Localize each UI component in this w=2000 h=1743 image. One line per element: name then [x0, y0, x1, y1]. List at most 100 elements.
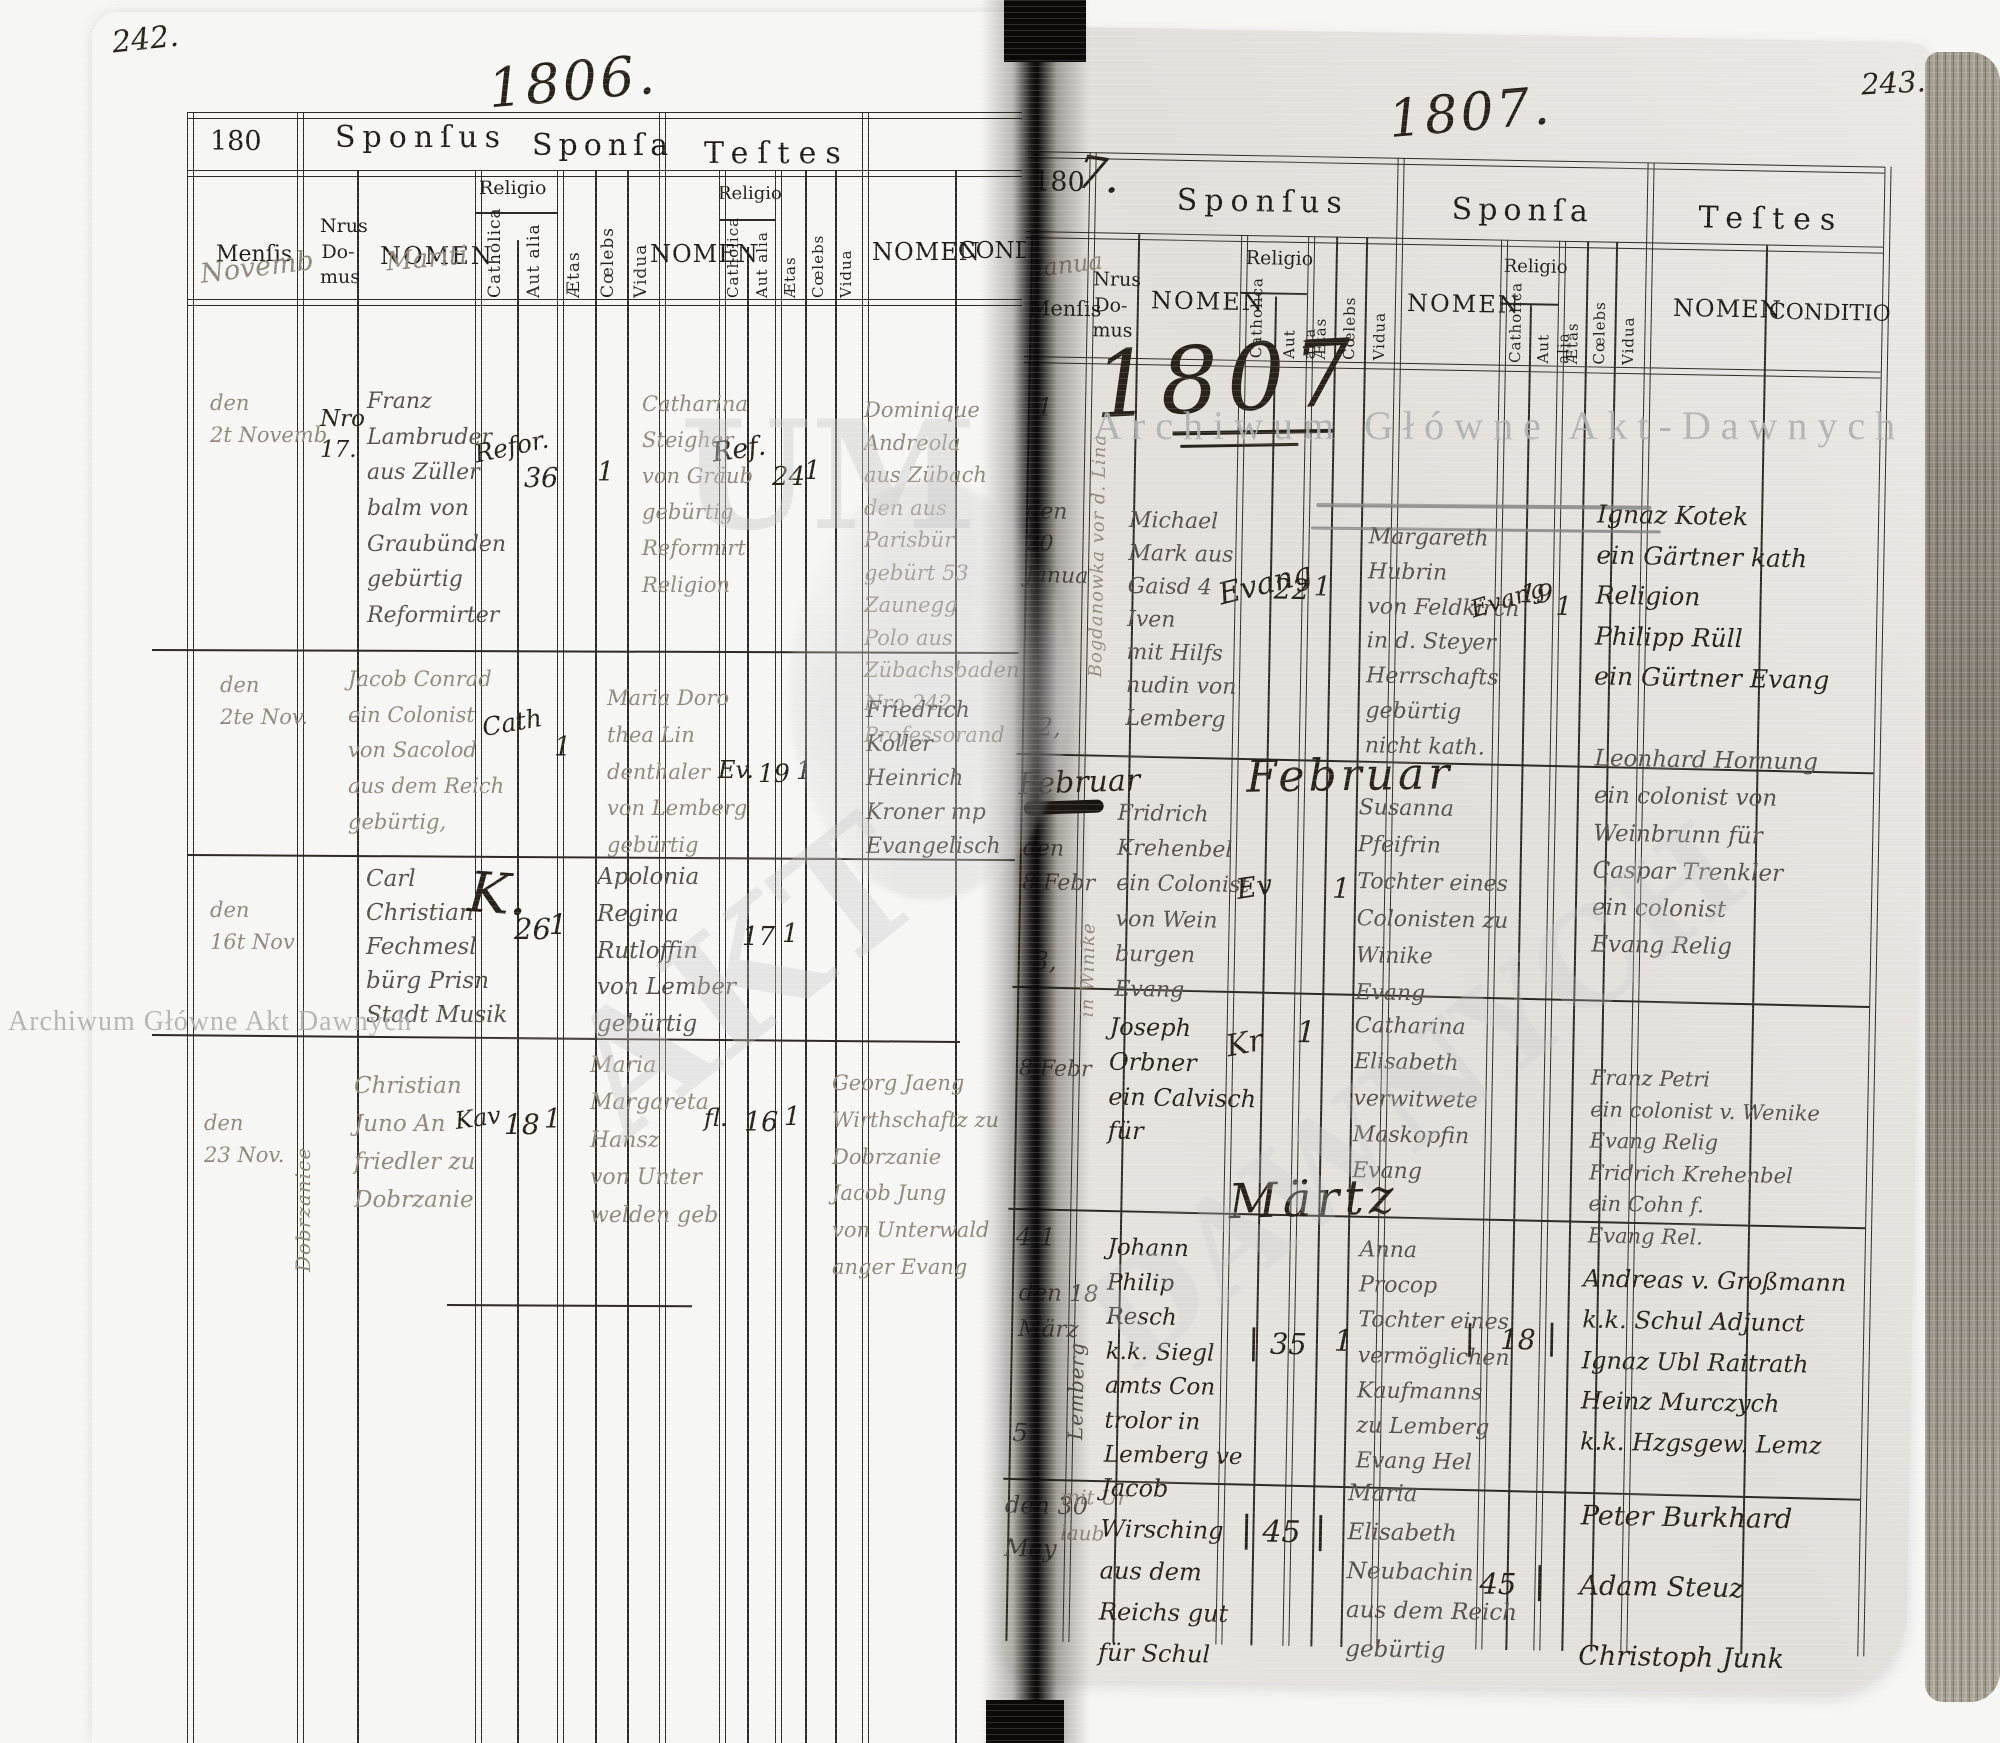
entry-sponsus-mark: 1 — [1333, 1323, 1354, 1360]
watermark-bottom-left: Archiwum Główne Akt Dawnych — [8, 1006, 413, 1037]
subheader-conditio-right: CONDITIO — [1768, 299, 1891, 327]
right-page-wrap: 243. 1807. 180 7. Sponſus Sponſa Teſtes … — [999, 26, 1942, 1742]
subheader-coelebs-sponsa-left: Cœlebs — [809, 234, 827, 298]
entry-sponsus-aetas: 36 — [524, 463, 559, 494]
rule-line-vertical — [627, 170, 629, 1743]
subheader-religio-sponsus-left: Religio — [479, 177, 547, 199]
entry-sponsus-cath-mark: | — [1247, 1322, 1260, 1363]
entry-sponsa-aetas: 16 — [744, 1107, 779, 1138]
entry-sponsa-mark: 1 — [784, 1102, 801, 1132]
rule-line-vertical — [517, 240, 519, 1743]
subheader-aut-alia-sponsus-left: Aut alia — [524, 223, 544, 298]
entry-sponsa-religio: Ev. — [718, 756, 754, 784]
entry-sponsus-aetas: 18 — [504, 1108, 540, 1141]
entry-mensis: den 2t Novemb — [210, 391, 328, 447]
rule-line-vertical — [775, 170, 782, 1743]
entry-sponsa-aetas: 17 — [742, 922, 776, 952]
corner-year-cell-left: 180 — [210, 126, 262, 157]
entry-testes: Ignaz Kotek ein Gärtner kath Religion Ph… — [1593, 499, 1830, 695]
entry-mensis: den 2te Nov. — [220, 673, 308, 729]
entry-testes: Peter Burkhard Adam Steuz Christoph Junk — [1577, 1500, 1793, 1676]
entry-sponsus-nomen: Carl Christian Fechmesl bürg Prisn Stadt… — [366, 866, 508, 1029]
entry-sponsus-mark: | — [1314, 1510, 1327, 1552]
book-binding-top — [1004, 0, 1086, 62]
entry-sponsa-mark: 1 — [804, 456, 821, 486]
entry-sponsus-mark: 1 — [597, 457, 615, 488]
entry-sponsus-mark: 1 — [549, 908, 567, 941]
entry-sponsus-nomen: Michael Mark aus Gaisd 4 Iven mit Hilfs … — [1125, 507, 1237, 733]
rule-line-vertical — [955, 170, 957, 1743]
entry-sponsus-religio: Kr — [1223, 1022, 1266, 1065]
subheader-nomen-testes-left: NOMEN — [872, 238, 981, 266]
rule-line-vertical — [357, 170, 359, 1743]
entry-sponsa-mark: 1 — [782, 919, 799, 949]
entry-sponsus-nomen: Jacob Wirsching aus dem Reichs gut für S… — [1097, 1473, 1229, 1669]
book-binding-shadow — [980, 0, 1090, 1743]
entry-sponsus-mark: 1 — [1296, 1015, 1317, 1051]
subheader-vidua-sponsa-right: Vidua — [1618, 316, 1638, 366]
entry-sponsa-aetas: 24 — [772, 462, 806, 492]
entry-sponsa-mark: | — [1533, 1560, 1547, 1602]
entry-sponsa-mark: | — [1545, 1317, 1558, 1358]
left-page: 242. 1806. 180 Sponſus Sponſa Teſtes Men… — [92, 12, 1033, 1743]
entry-sponsa-aetas: 18 — [1499, 1322, 1536, 1357]
entry-sponsus-mark: 1 — [1313, 571, 1332, 603]
subheader-religio-sponsa-right: Religio — [1503, 255, 1568, 278]
rule-line-vertical — [719, 170, 726, 1743]
col-header-sponsa-right: Sponſa — [1451, 191, 1595, 230]
entry-testes: Franz Petri ein colonist v. Wenike Evang… — [1587, 1065, 1821, 1250]
rule-line-vertical — [835, 170, 837, 1743]
subheader-aetas-sponsus-left: Ætas — [564, 251, 584, 298]
watermark-top-right: Archiwum Główne Akt-Dawnych — [1093, 403, 1906, 448]
entry-sponsus-cath-mark: | — [1240, 1509, 1253, 1551]
entry-sponsa-aetas: 45 — [1479, 1566, 1517, 1602]
entry-domus: Nro 17. — [320, 406, 365, 464]
eagle-emblem-watermark — [790, 480, 1070, 900]
rule-line-vertical — [862, 112, 869, 1743]
subheader-mensis-left: Menſis — [216, 242, 293, 267]
entry-sponsus-aetas: 45 — [1262, 1514, 1301, 1551]
entry-sponsa-nomen: Catharina Steigher von Gräub gebürtig Re… — [642, 392, 754, 597]
year-heading-right: 1807. — [1386, 76, 1555, 151]
book-binding-bottom — [986, 1700, 1064, 1743]
subheader-catholica-sponsa-right: Catholica — [1505, 281, 1526, 364]
subheader-aetas-sponsa-left: Ætas — [781, 256, 799, 298]
entry-sponsus-aetas: 22 — [1273, 572, 1310, 607]
entry-sponsus-aetas: 26 — [514, 912, 551, 946]
entry-sponsus-aetas: 35 — [1269, 1326, 1308, 1362]
entry-testes: Andreas v. Großmann k.k. Schul Adjunct I… — [1579, 1264, 1847, 1460]
entry-sponsa-nomen: Maria Doro thea Lin denthaler von Lember… — [607, 686, 748, 857]
col-header-sponsa-left: Sponſa — [532, 128, 675, 163]
subheader-religio-sponsus-right: Religio — [1245, 246, 1314, 271]
rule-line-horizontal — [187, 170, 1022, 177]
ghost-letters-um: UM — [680, 388, 977, 564]
entry-sponsus-nomen: Christian Juno An friedler zu Dobrzanie — [354, 1073, 476, 1213]
subheader-vidua-sponsus-right: Vidua — [1369, 311, 1389, 361]
rule-line-vertical — [659, 112, 666, 1743]
entry-sponsa-religio: fl. — [704, 1104, 728, 1132]
entry-sponsa-aetas: 19 — [1519, 579, 1554, 610]
col-header-sponsus-left: Sponſus — [335, 120, 507, 155]
entry-sponsus-religio: Kav — [453, 1100, 503, 1136]
entry-testes: Georg Jaeng Wirthschaftz zu Dobrzanie Ja… — [832, 1071, 999, 1279]
col-header-testes-left: Teſtes — [704, 136, 850, 171]
entry-mensis: den 16t Nov — [210, 898, 295, 954]
subheader-aetas-sponsa-right: Ætas — [1562, 322, 1582, 365]
rule-line-horizontal — [187, 112, 1022, 119]
rule-line-horizontal — [446, 1304, 692, 1307]
col-header-testes-right: Teſtes — [1698, 200, 1845, 238]
entry-testes: Friedrich Koller Heinrich Kroner mp Evan… — [866, 698, 1001, 860]
rule-line-vertical — [595, 170, 597, 1743]
subheader-religio-sponsa-left: Religio — [718, 183, 782, 204]
col-header-sponsus-right: Sponſus — [1176, 182, 1350, 221]
entry-sponsus-nomen: Fridrich Krehenbel ein Colonist von Wein… — [1114, 800, 1250, 1003]
book-fore-edge — [1925, 52, 2000, 1702]
entry-side-note: Dobrzanice — [291, 1146, 315, 1272]
nomen-mariti-note-left: Mariti — [384, 240, 469, 278]
rule-line-vertical — [187, 112, 194, 1743]
entry-sponsa-aetas: 19 — [758, 759, 790, 788]
rule-line-vertical — [557, 170, 564, 1743]
subheader-coelebs-sponsa-right: Cœlebs — [1589, 301, 1610, 365]
subheader-nrus-domus-left: Nrus Do- mus — [320, 215, 368, 289]
